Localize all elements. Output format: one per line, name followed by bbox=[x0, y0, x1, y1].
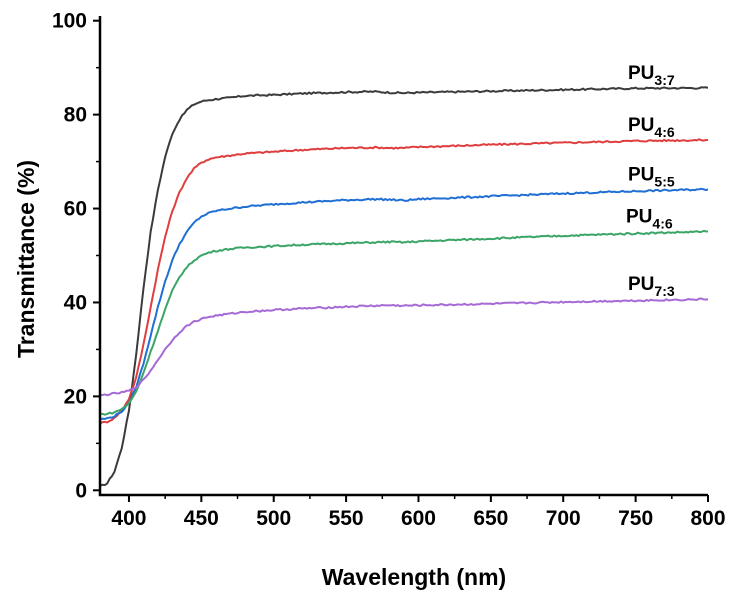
series-label-2: PU4:6 bbox=[628, 115, 675, 140]
series-line-4 bbox=[100, 229, 708, 416]
x-axis-title: Wavelength (nm) bbox=[322, 564, 506, 590]
x-tick-label-550: 550 bbox=[329, 507, 364, 530]
axes-layer: 400 450 500 550 600 650 700 750 800 0 20 40 60 80 100 bbox=[52, 10, 726, 530]
y-tick-label-40: 40 bbox=[64, 291, 87, 314]
y-tick-label-0: 0 bbox=[75, 479, 87, 502]
series-label-1: PU3:7 bbox=[628, 63, 675, 88]
x-tick-label-700: 700 bbox=[546, 507, 581, 530]
x-tick-label-450: 450 bbox=[184, 507, 219, 530]
series-line-5 bbox=[100, 297, 708, 397]
y-tick-label-80: 80 bbox=[64, 104, 87, 127]
x-tick-label-800: 800 bbox=[690, 507, 725, 530]
y-axis-title: Transmittance (%) bbox=[13, 160, 39, 358]
series-line-3 bbox=[100, 187, 708, 421]
series-line-2 bbox=[100, 138, 708, 425]
x-tick-label-650: 650 bbox=[473, 507, 508, 530]
x-tick-label-600: 600 bbox=[401, 507, 436, 530]
y-tick-label-60: 60 bbox=[64, 198, 87, 221]
series-layer bbox=[100, 86, 708, 487]
labels-layer: PU3:7 PU4:6 PU5:5 PU4:6 PU7:3 bbox=[626, 63, 675, 299]
series-line-1 bbox=[100, 86, 708, 487]
x-tick-label-750: 750 bbox=[618, 507, 653, 530]
series-label-5: PU7:3 bbox=[628, 274, 675, 299]
series-label-4: PU4:6 bbox=[626, 207, 673, 232]
x-tick-label-500: 500 bbox=[256, 507, 291, 530]
x-tick-label-400: 400 bbox=[111, 507, 146, 530]
series-label-3: PU5:5 bbox=[628, 164, 675, 189]
y-tick-label-20: 20 bbox=[64, 385, 87, 408]
y-tick-label-100: 100 bbox=[52, 10, 87, 33]
